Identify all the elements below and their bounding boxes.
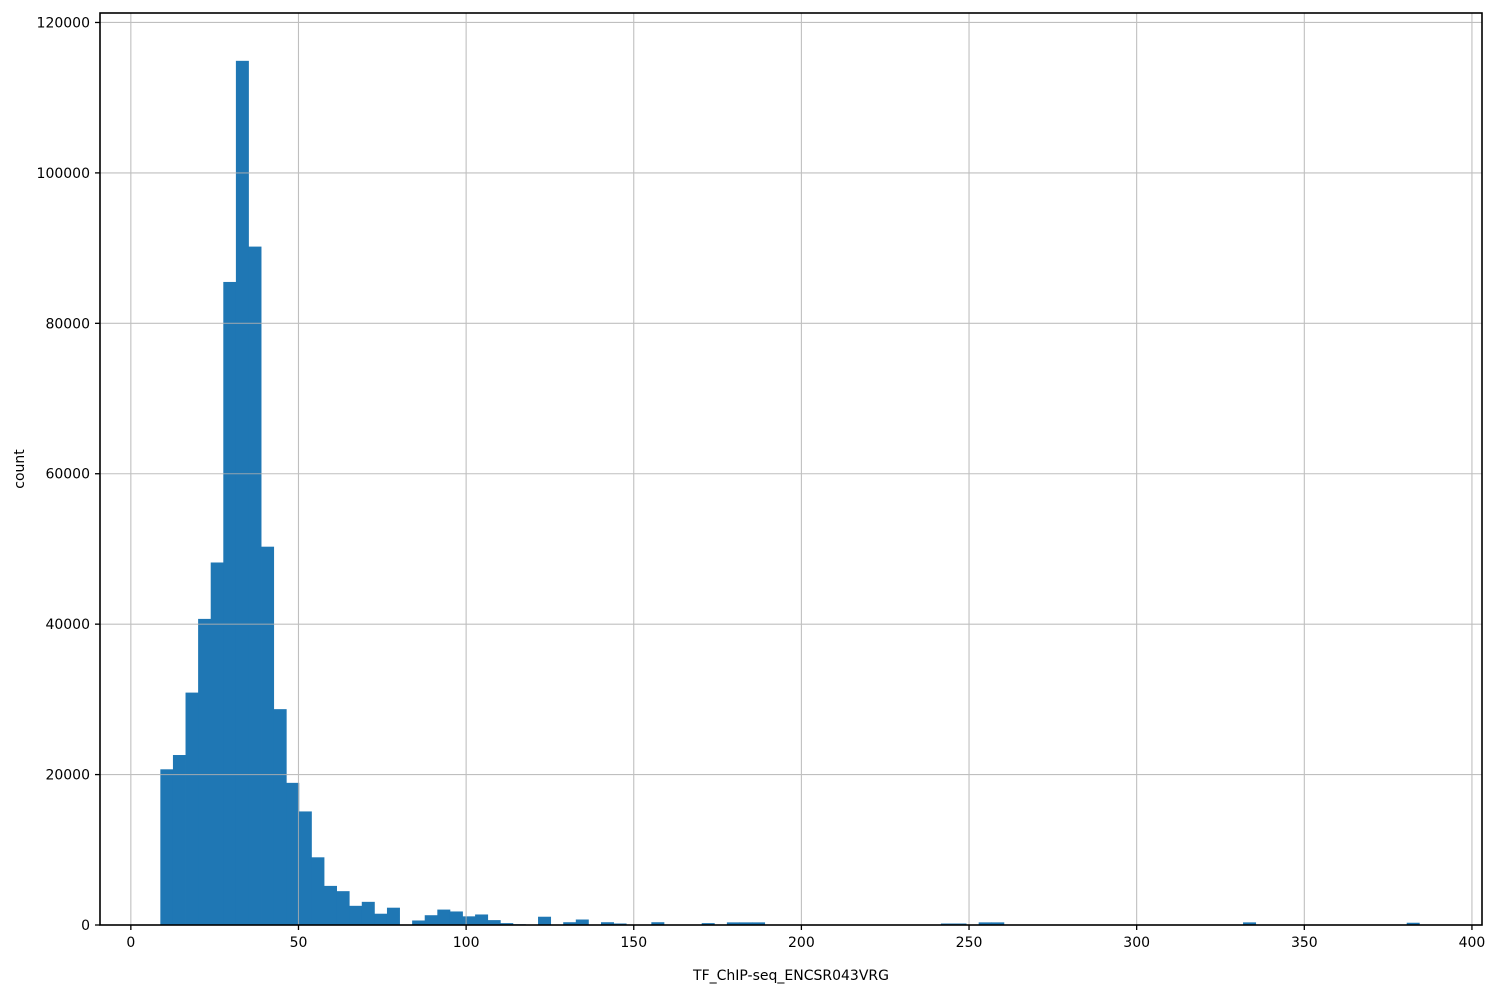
histogram-bar	[487, 920, 501, 925]
x-tick-label: 400	[1459, 935, 1486, 951]
histogram-bar	[701, 923, 715, 925]
histogram-bar	[349, 905, 363, 925]
histogram-bar	[575, 919, 589, 925]
histogram-bar	[374, 913, 388, 925]
histogram-bar	[361, 901, 375, 925]
plot-background	[100, 13, 1482, 925]
histogram-bar	[311, 857, 325, 925]
x-tick-label: 200	[788, 935, 815, 951]
histogram-bar	[651, 922, 665, 925]
x-tick-label: 150	[620, 935, 647, 951]
y-tick-label: 80000	[45, 316, 90, 332]
histogram-bar	[600, 922, 614, 925]
histogram-bar	[223, 281, 237, 925]
x-tick-label: 300	[1123, 935, 1150, 951]
histogram-bar	[324, 885, 337, 925]
histogram-bar	[185, 692, 199, 925]
x-tick-label: 350	[1291, 935, 1318, 951]
histogram-bar	[336, 891, 350, 925]
x-tick-label: 100	[453, 935, 480, 951]
axes-box	[99, 12, 1483, 926]
histogram-bar	[298, 811, 312, 925]
histogram-bar	[1243, 922, 1257, 925]
histogram-bar	[978, 922, 992, 925]
x-tick-label: 250	[956, 935, 983, 951]
histogram-bar	[160, 769, 174, 925]
histogram-bar	[726, 922, 740, 925]
histogram-bar	[198, 618, 212, 925]
y-tick-label: 40000	[45, 617, 90, 633]
histogram-bars	[160, 60, 1420, 926]
x-tick-label: 0	[126, 935, 135, 951]
histogram-bar	[424, 915, 438, 925]
histogram-bar	[386, 907, 400, 925]
y-axis-label: count	[12, 449, 28, 489]
y-tick-label: 60000	[45, 467, 90, 483]
histogram-bar	[261, 546, 275, 925]
histogram-bar	[752, 922, 766, 925]
histogram-bar	[475, 914, 489, 925]
histogram-bar	[412, 920, 426, 925]
tick-labels: 0 50 100 150 200 250 300 350 400 0 20000 40000 60000…	[37, 15, 1486, 951]
histogram-bar	[449, 911, 463, 925]
histogram-bar	[563, 922, 577, 925]
histogram-bar	[500, 923, 514, 925]
histogram-bar	[273, 709, 287, 925]
y-tick-label: 120000	[37, 15, 90, 31]
x-tick-label: 50	[290, 935, 308, 951]
histogram-bar	[286, 782, 300, 925]
x-axis-label: TF_ChIP-seq_ENCSR043VRG	[693, 968, 889, 984]
histogram-bar	[462, 916, 476, 925]
histogram-bar	[172, 755, 186, 925]
histogram-bar	[991, 922, 1005, 925]
histogram-bar	[437, 909, 451, 925]
histogram-bar	[538, 916, 552, 925]
tick-marks	[95, 21, 1473, 930]
histogram-bar	[248, 246, 262, 926]
histogram-bar	[1406, 922, 1420, 925]
y-tick-label: 100000	[37, 166, 90, 182]
y-tick-label: 20000	[45, 768, 90, 784]
y-tick-label: 0	[81, 918, 90, 934]
histogram-bar	[210, 562, 224, 925]
histogram-bar	[739, 922, 753, 925]
histogram-bar	[235, 60, 249, 925]
